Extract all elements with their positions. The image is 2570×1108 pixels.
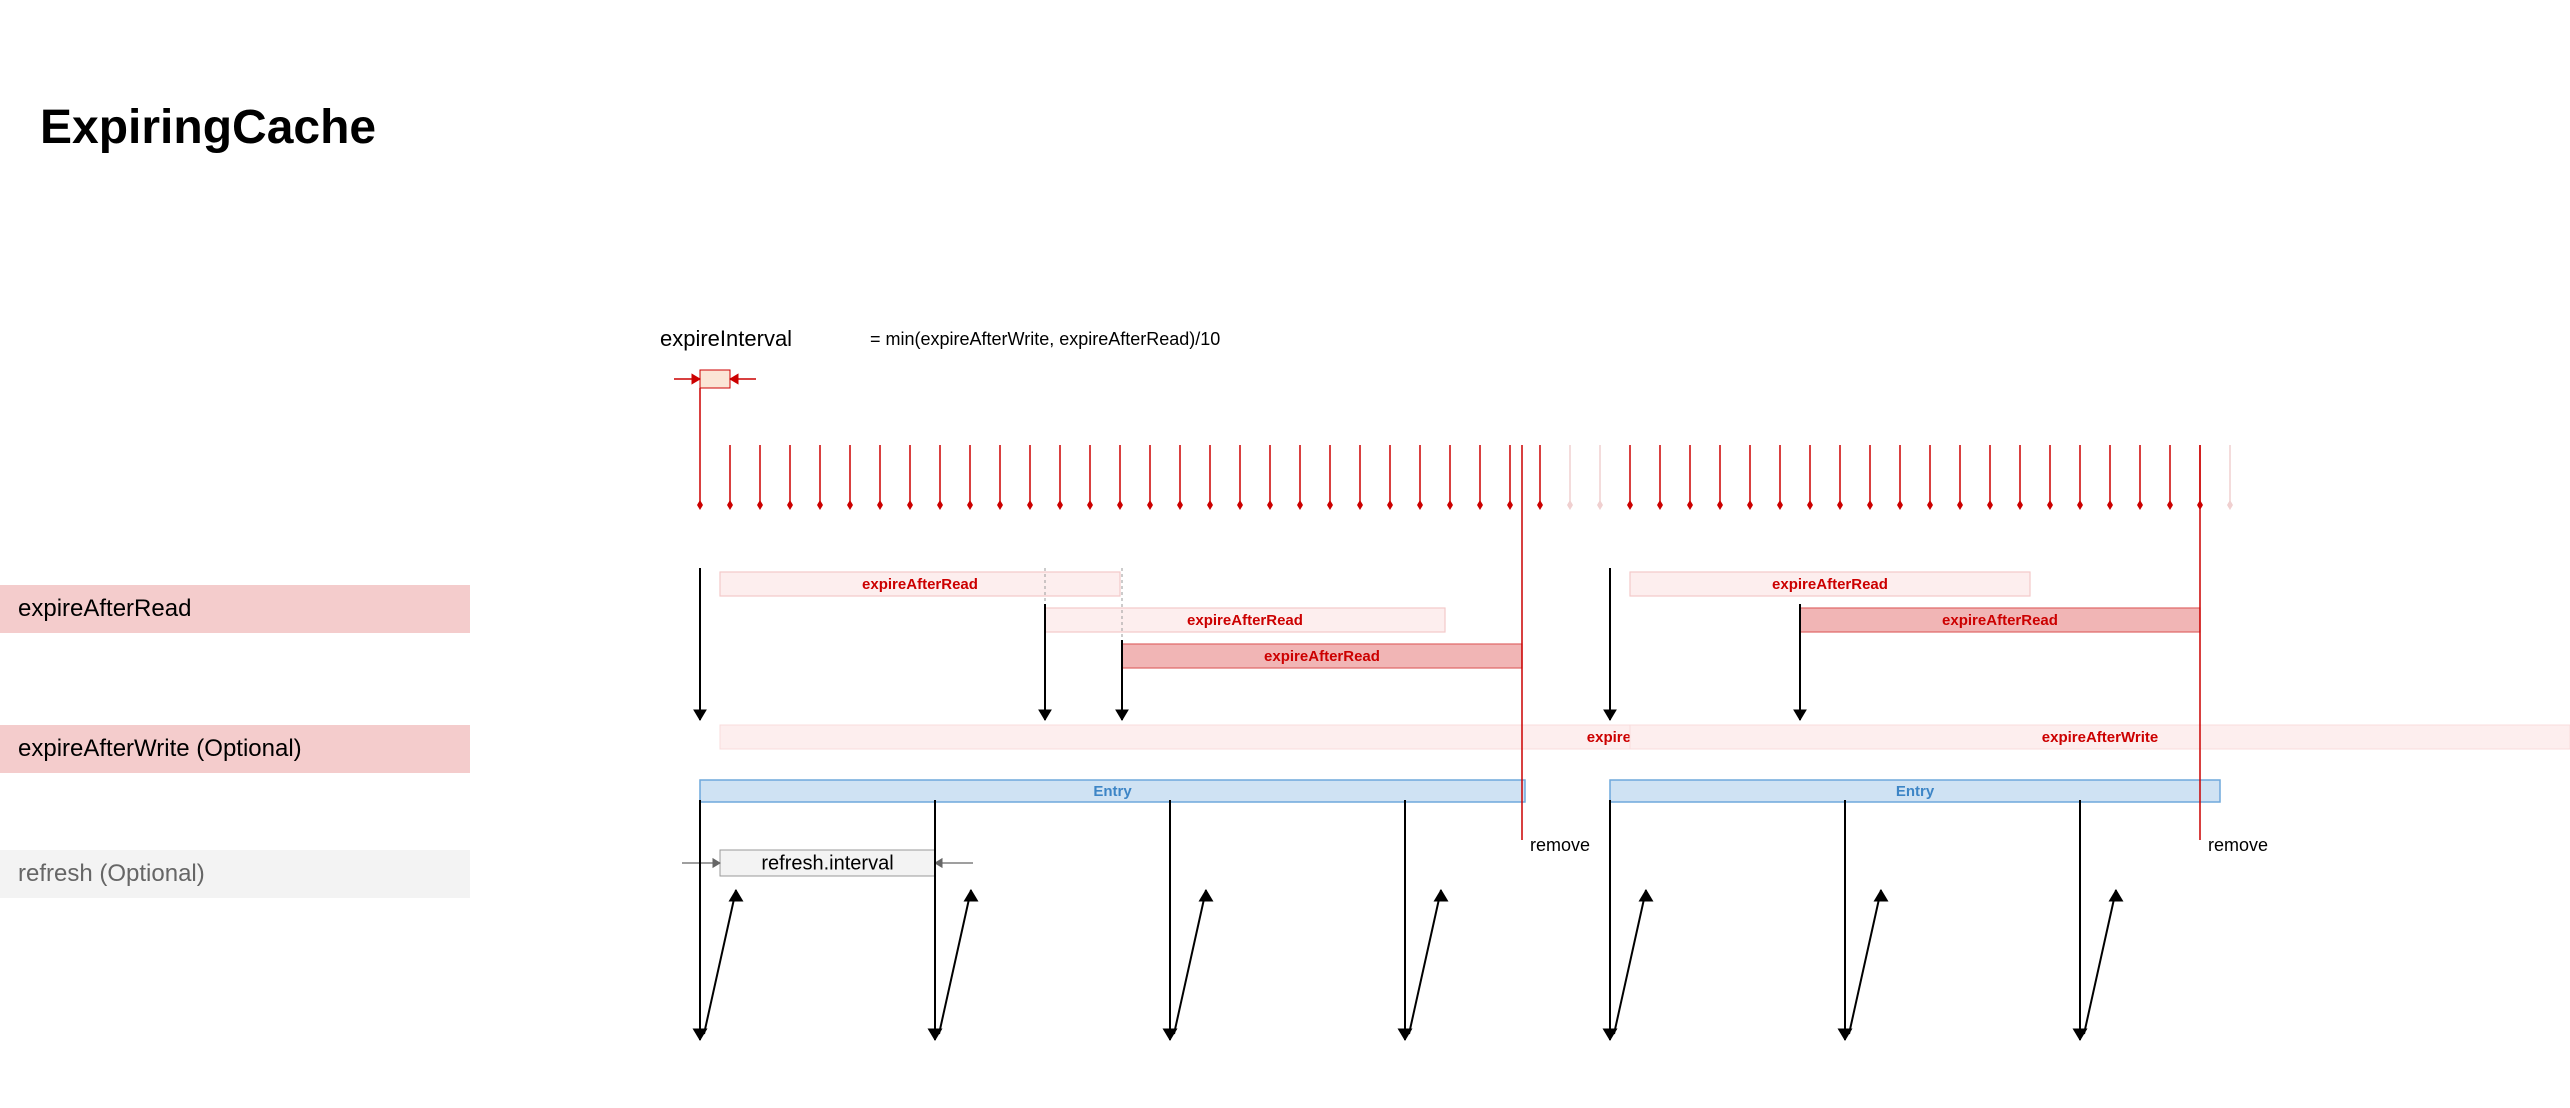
svg-text:remove: remove bbox=[2208, 835, 2268, 855]
svg-text:expireAfterRead: expireAfterRead bbox=[1264, 648, 1380, 665]
svg-text:refresh.interval: refresh.interval bbox=[761, 852, 893, 874]
svg-text:Entry: Entry bbox=[1093, 783, 1132, 800]
diagram-svg: expireInterval = min(expireAfterWrite, ex… bbox=[0, 0, 2570, 1108]
svg-text:= min(expireAfterWrite, expire: = min(expireAfterWrite, expireAfterRead)… bbox=[870, 329, 1220, 349]
svg-text:expireAfterRead: expireAfterRead bbox=[1942, 612, 2058, 629]
svg-text:expireAfterRead: expireAfterRead bbox=[1772, 576, 1888, 593]
diagram-root: ExpiringCache expireAfterRead expireAfte… bbox=[0, 0, 2570, 1108]
svg-text:Entry: Entry bbox=[1896, 783, 1935, 800]
svg-text:expireAfterWrite: expireAfterWrite bbox=[2042, 729, 2158, 746]
svg-text:expireAfterRead: expireAfterRead bbox=[1187, 612, 1303, 629]
svg-text:remove: remove bbox=[1530, 835, 1590, 855]
svg-text:expireInterval: expireInterval bbox=[660, 326, 792, 351]
svg-text:expireAfterRead: expireAfterRead bbox=[862, 576, 978, 593]
